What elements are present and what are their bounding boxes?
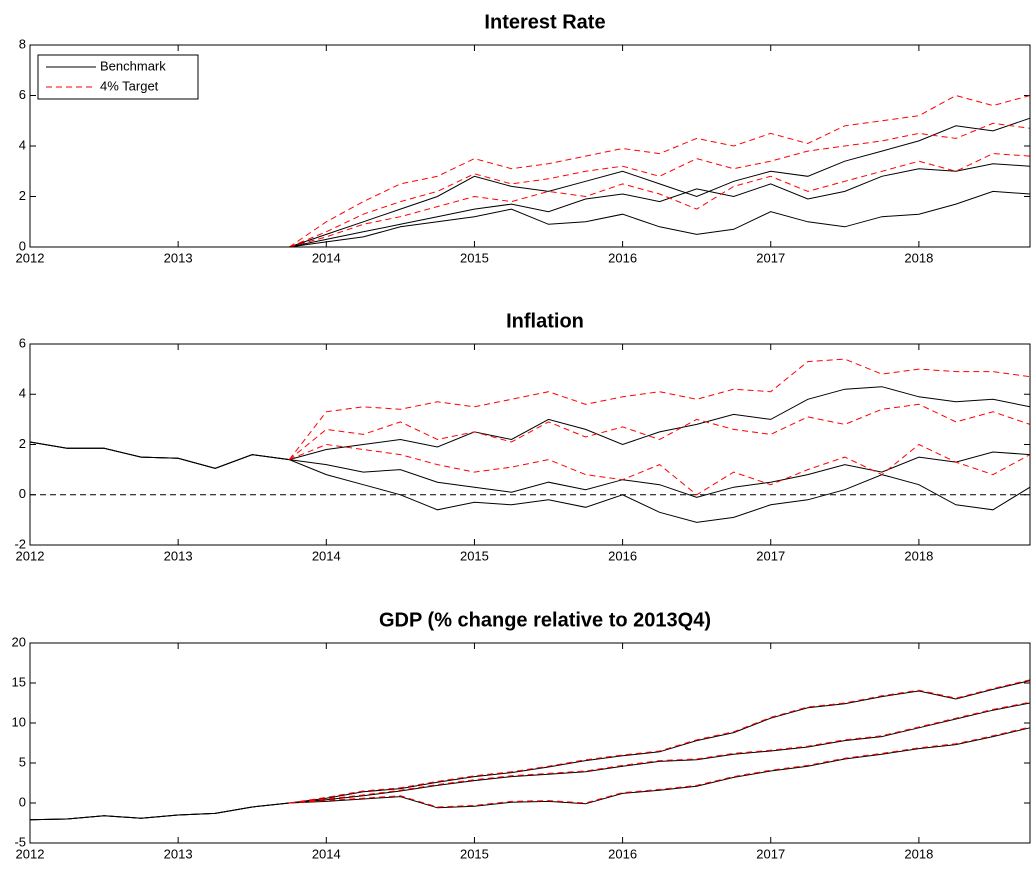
- series-line: [30, 190, 1031, 248]
- x-tick-label: 2012: [16, 548, 45, 563]
- y-tick-label: 0: [19, 794, 26, 809]
- x-tick-label: 2015: [460, 846, 489, 861]
- x-tick-label: 2014: [312, 846, 341, 861]
- y-tick-label: 4: [19, 137, 26, 152]
- plot-frame: [29, 642, 1031, 844]
- series-line: [289, 122, 1031, 248]
- legend-label: 4% Target: [100, 78, 159, 93]
- y-tick-label: 2: [19, 188, 26, 203]
- y-tick-label: 6: [19, 335, 26, 350]
- x-tick-label: 2016: [608, 548, 637, 563]
- y-tick-label: 20: [12, 634, 26, 649]
- y-tick-label: 0: [19, 238, 26, 253]
- y-tick-label: 2: [19, 436, 26, 451]
- y-tick-label: -5: [14, 834, 26, 849]
- series-line: [288, 403, 1031, 460]
- y-tick-label: 6: [19, 87, 26, 102]
- series-line: [289, 726, 1031, 808]
- y-tick-label: 4: [19, 386, 26, 401]
- series-line: [29, 680, 1031, 821]
- series-line: [289, 94, 1031, 248]
- x-tick-label: 2018: [904, 846, 933, 861]
- series-line: [29, 441, 1031, 498]
- chart-title: Inflation: [506, 310, 584, 332]
- x-tick-label: 2012: [16, 250, 45, 265]
- y-tick-label: 0: [19, 486, 26, 501]
- plot-frame: [29, 343, 1031, 546]
- x-tick-label: 2014: [312, 548, 341, 563]
- x-tick-label: 2017: [756, 846, 785, 861]
- x-tick-label: 2015: [460, 548, 489, 563]
- x-tick-label: 2013: [164, 548, 193, 563]
- chart-title: Interest Rate: [484, 11, 605, 33]
- y-tick-label: 10: [12, 714, 26, 729]
- series-line: [30, 163, 1031, 248]
- series-line: [29, 441, 1031, 523]
- x-tick-label: 2017: [756, 250, 785, 265]
- y-tick-label: 8: [19, 36, 26, 51]
- x-tick-label: 2012: [16, 846, 45, 861]
- x-tick-label: 2013: [164, 250, 193, 265]
- series-line: [289, 701, 1031, 804]
- x-tick-label: 2017: [756, 548, 785, 563]
- x-tick-label: 2015: [460, 250, 489, 265]
- x-tick-label: 2018: [904, 250, 933, 265]
- plot-frame: [29, 44, 1031, 248]
- y-tick-label: 15: [12, 674, 26, 689]
- series-line: [289, 153, 1031, 248]
- series-line: [289, 679, 1031, 804]
- series-line: [29, 386, 1031, 469]
- legend-box: [37, 54, 199, 100]
- y-tick-label: -2: [14, 536, 26, 551]
- series-line: [30, 117, 1031, 248]
- series-line: [289, 443, 1031, 496]
- series-line: [29, 727, 1031, 821]
- x-tick-label: 2016: [608, 846, 637, 861]
- x-tick-label: 2014: [312, 250, 341, 265]
- x-tick-label: 2016: [608, 250, 637, 265]
- legend-label: Benchmark: [100, 58, 166, 73]
- x-tick-label: 2018: [904, 548, 933, 563]
- y-tick-label: 5: [19, 754, 26, 769]
- chart-title: GDP (% change relative to 2013Q4): [379, 609, 711, 631]
- x-tick-label: 2013: [164, 846, 193, 861]
- series-line: [288, 358, 1031, 460]
